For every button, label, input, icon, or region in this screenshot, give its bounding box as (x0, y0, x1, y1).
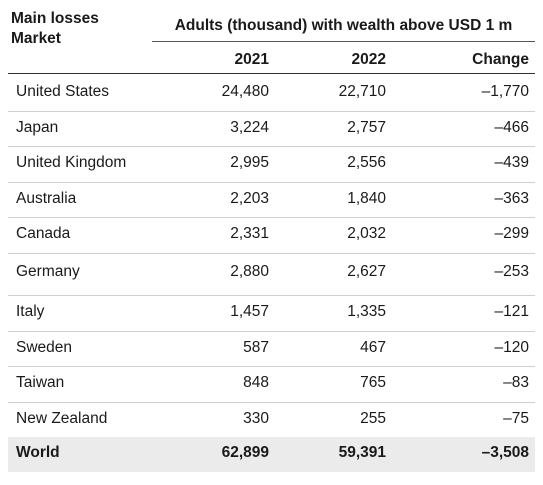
table-row-world-total: World 62,899 59,391 –3,508 (8, 437, 535, 472)
value-2022-cell: 2,032 (347, 225, 386, 242)
market-cell: Japan (16, 119, 59, 136)
header-line-main-losses: Main losses (11, 10, 99, 27)
market-cell: United States (16, 83, 110, 100)
value-2022-cell: 255 (360, 410, 386, 427)
market-cell: Australia (16, 190, 77, 207)
market-cell: New Zealand (16, 410, 108, 427)
group-header-rule (152, 41, 535, 42)
change-cell: –253 (494, 263, 529, 280)
column-header-2022: 2022 (351, 51, 386, 68)
change-cell: –83 (503, 374, 529, 391)
value-2021-cell: 587 (243, 339, 269, 356)
value-2022-cell: 1,335 (347, 303, 386, 320)
table-row: United States 24,480 22,710 –1,770 (8, 74, 535, 112)
value-2021-cell: 848 (243, 374, 269, 391)
change-cell: –75 (503, 410, 529, 427)
value-2021-cell: 2,331 (230, 225, 269, 242)
table-row: Taiwan 848 765 –83 (8, 366, 535, 403)
table-row: United Kingdom 2,995 2,556 –439 (8, 146, 535, 183)
market-cell: Germany (16, 263, 80, 280)
value-2022-cell: 467 (360, 339, 386, 356)
table-row: Australia 2,203 1,840 –363 (8, 182, 535, 218)
value-2022-cell: 1,840 (347, 190, 386, 207)
header-rule (8, 73, 535, 74)
value-2021-cell: 2,880 (230, 263, 269, 280)
market-cell: World (16, 444, 60, 461)
value-2021-cell: 62,899 (221, 444, 269, 461)
change-cell: –466 (494, 119, 529, 136)
market-cell: Italy (16, 303, 45, 320)
change-cell: –1,770 (481, 83, 529, 100)
change-cell: –299 (494, 225, 529, 242)
table-row: Germany 2,880 2,627 –253 (8, 253, 535, 296)
column-header-change: Change (472, 51, 529, 68)
value-2022-cell: 2,757 (347, 119, 386, 136)
column-header-2021: 2021 (234, 51, 269, 68)
value-2021-cell: 2,995 (230, 154, 269, 171)
value-2021-cell: 24,480 (221, 83, 269, 100)
value-2021-cell: 3,224 (230, 119, 269, 136)
table-row: Sweden 587 467 –120 (8, 331, 535, 367)
market-cell: Sweden (16, 339, 73, 356)
change-cell: –3,508 (481, 444, 529, 461)
value-2022-cell: 22,710 (338, 83, 386, 100)
value-2022-cell: 2,627 (347, 263, 386, 280)
table-row: Italy 1,457 1,335 –121 (8, 295, 535, 332)
value-2022-cell: 2,556 (347, 154, 386, 171)
change-cell: –121 (494, 303, 529, 320)
table-row: Canada 2,331 2,032 –299 (8, 217, 535, 254)
market-cell: Taiwan (16, 374, 65, 391)
value-2022-cell: 59,391 (338, 444, 386, 461)
change-cell: –439 (494, 154, 529, 171)
change-cell: –363 (494, 190, 529, 207)
value-2022-cell: 765 (360, 374, 386, 391)
value-2021-cell: 330 (243, 410, 269, 427)
market-cell: Canada (16, 225, 71, 242)
change-cell: –120 (494, 339, 529, 356)
value-2021-cell: 1,457 (230, 303, 269, 320)
value-2021-cell: 2,203 (230, 190, 269, 207)
table-row: New Zealand 330 255 –75 (8, 402, 535, 438)
market-cell: United Kingdom (16, 154, 127, 171)
group-header: Adults (thousand) with wealth above USD … (174, 17, 513, 34)
header-line-market: Market (11, 30, 61, 47)
market-header: Main losses Market (11, 9, 99, 49)
table-row: Japan 3,224 2,757 –466 (8, 111, 535, 147)
